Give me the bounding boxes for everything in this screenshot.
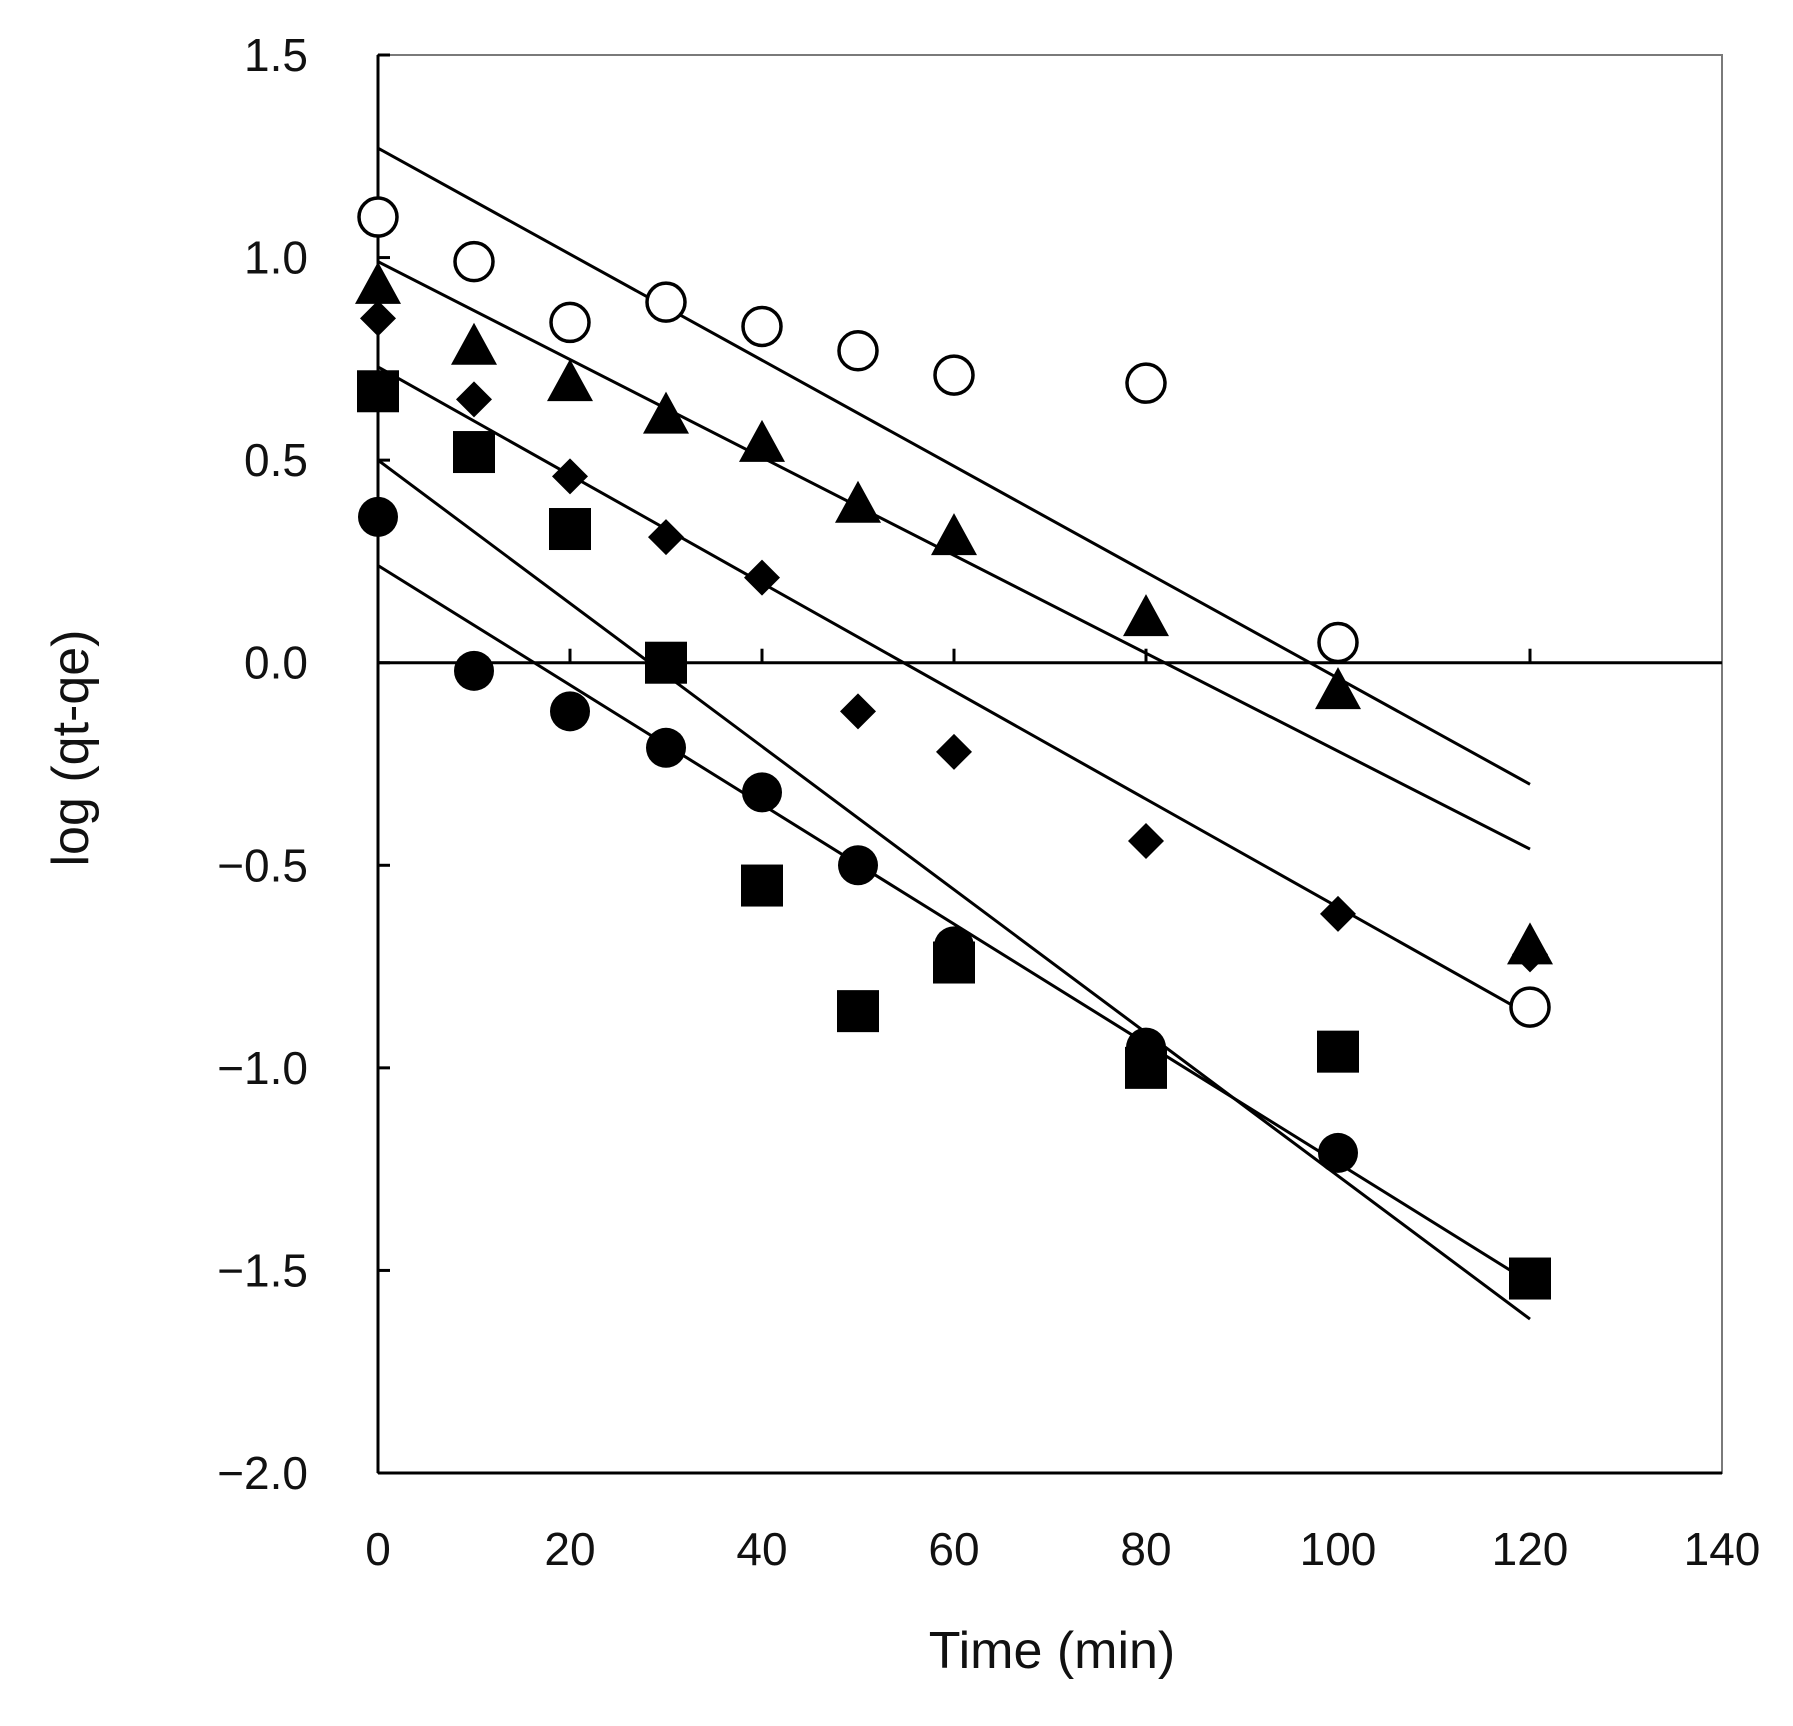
data-point-filled-circle (646, 727, 686, 768)
data-point-open-circle (933, 354, 975, 396)
data-point-filled-triangle (547, 359, 593, 402)
x-tick-label: 60 (928, 1523, 979, 1575)
data-point-open-circle (357, 196, 399, 238)
data-point-open-circle (741, 305, 783, 348)
data-point-filled-circle (742, 772, 782, 813)
data-point-filled-diamond (456, 381, 492, 418)
y-tick-label: −0.5 (217, 839, 308, 891)
y-tick-label: −1.5 (217, 1244, 308, 1296)
data-point-filled-diamond (840, 693, 876, 730)
y-tick-label: 0.0 (244, 637, 308, 689)
x-axis-title: Time (min) (929, 1622, 1176, 1680)
labels-layer: Time (min) log (qt-qe) 1.5 1.0 0.5 0.0 −0.5 −… (42, 29, 1760, 1680)
data-point-filled-diamond (552, 458, 588, 495)
data-point-filled-triangle (355, 261, 401, 304)
y-axis-title: log (qt-qe) (42, 630, 100, 867)
data-point-filled-circle (1126, 1027, 1166, 1068)
data-point-filled-square (1317, 1030, 1359, 1073)
y-tick-label: 0.5 (244, 434, 308, 486)
data-point-filled-diamond (1512, 936, 1548, 973)
data-point-filled-circle (358, 496, 398, 537)
data-point-filled-circle (1318, 1132, 1358, 1173)
data-point-filled-diamond (360, 300, 396, 337)
data-point-filled-square (453, 431, 495, 474)
data-point-open-circle (837, 330, 879, 372)
x-tick-label: 80 (1120, 1523, 1171, 1575)
markers-layer (355, 196, 1553, 1300)
data-point-filled-triangle (739, 419, 785, 462)
data-point-filled-circle (454, 650, 494, 691)
data-point-filled-triangle (643, 391, 689, 434)
data-point-filled-square (645, 641, 687, 684)
data-point-filled-triangle (931, 513, 977, 556)
data-point-filled-diamond (936, 733, 972, 770)
x-tick-label: 120 (1492, 1523, 1569, 1575)
x-tick-label: 140 (1684, 1523, 1761, 1575)
data-point-filled-triangle (1315, 667, 1361, 710)
data-point-filled-circle (838, 845, 878, 886)
data-point-open-circle (645, 281, 687, 323)
data-point-filled-circle (550, 691, 590, 732)
y-tick-label: 1.0 (244, 232, 308, 284)
data-point-filled-diamond (1320, 895, 1356, 932)
data-point-filled-square (549, 508, 591, 551)
data-point-filled-triangle (1123, 594, 1169, 637)
fit-line-filled-square (377, 458, 1531, 1321)
data-point-filled-diamond (648, 519, 684, 556)
data-point-filled-circle (1510, 1258, 1550, 1299)
data-point-filled-square (357, 370, 399, 413)
data-point-filled-diamond (1128, 822, 1164, 859)
data-point-filled-diamond (744, 559, 780, 596)
data-point-filled-circle (934, 926, 974, 967)
x-tick-label: 20 (544, 1523, 595, 1575)
data-point-filled-triangle (451, 322, 497, 365)
data-point-open-circle (1509, 986, 1551, 1028)
x-tick-label: 40 (736, 1523, 787, 1575)
data-point-open-circle (453, 240, 495, 283)
x-tick-label: 100 (1300, 1523, 1377, 1575)
data-point-open-circle (1125, 362, 1167, 404)
data-point-filled-triangle (835, 480, 881, 523)
data-point-filled-square (741, 864, 783, 907)
data-point-open-circle (549, 301, 591, 344)
y-tick-label: −2.0 (217, 1447, 308, 1499)
y-tick-label: −1.0 (217, 1042, 308, 1094)
data-point-open-circle (1317, 621, 1359, 664)
x-tick-label: 0 (365, 1523, 391, 1575)
data-point-filled-square (837, 990, 879, 1033)
y-tick-label: 1.5 (244, 29, 308, 81)
